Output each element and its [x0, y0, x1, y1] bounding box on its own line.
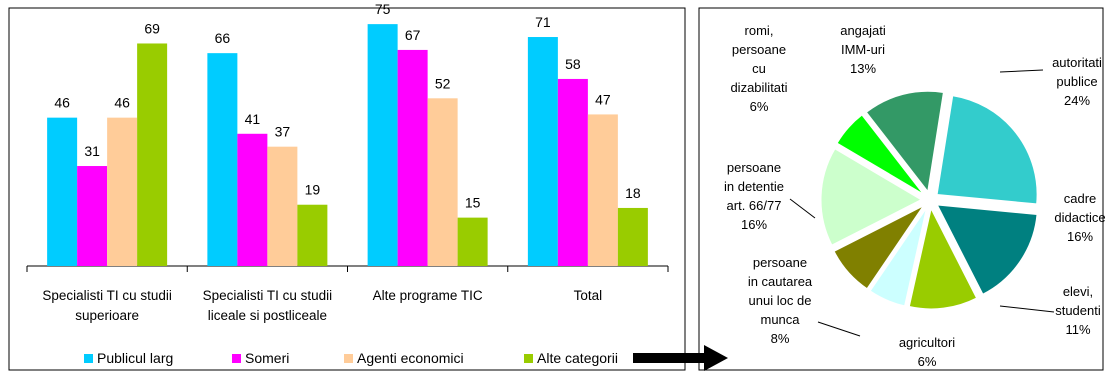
pie-leader-line	[789, 198, 816, 219]
pie-slice	[836, 114, 924, 195]
pie-percent-label: 16%	[741, 217, 767, 232]
pie-category-label: cu	[752, 61, 766, 76]
x-tick-label: liceale si postliceale	[208, 308, 327, 323]
legend-swatch	[232, 354, 241, 363]
pie-percent-label: 24%	[1064, 93, 1090, 108]
pie-category-label: persoane	[732, 42, 786, 57]
bar	[457, 217, 488, 266]
pie-percent-label: 11%	[1065, 322, 1090, 337]
pie-category-label: munca	[760, 312, 800, 327]
bar	[47, 117, 78, 267]
bar	[267, 146, 298, 266]
bar	[137, 43, 168, 266]
pie-category-label: art. 66/77	[727, 198, 782, 213]
pie-category-label: dizabilitati	[730, 80, 787, 95]
pie-percent-label: 13%	[850, 61, 876, 76]
arrow-icon	[633, 345, 728, 371]
legend-label: Someri	[245, 350, 289, 366]
pie-chart	[820, 90, 1038, 310]
pie-category-label: angajati	[840, 23, 886, 38]
bar-value-label: 75	[375, 1, 391, 17]
x-tick-label: Total	[574, 288, 603, 303]
bar	[617, 207, 648, 266]
pie-leader-line	[999, 69, 1044, 73]
legend-label: Agenti economici	[357, 350, 464, 366]
pie-category-label: cadre	[1064, 191, 1097, 206]
pie-percent-label: 8%	[771, 331, 790, 346]
bar-value-label: 58	[565, 56, 581, 72]
pie-percent-label: 16%	[1067, 229, 1093, 244]
bar-value-label: 47	[595, 91, 611, 107]
bar-chart: 46 31 46 69 Specialisti TI cu studii superioa…	[26, 1, 669, 323]
pie-leader-line	[817, 321, 861, 337]
legend-swatch	[84, 354, 93, 363]
bar	[237, 133, 268, 266]
legend-swatch	[344, 354, 353, 363]
pie-slice	[869, 207, 927, 307]
legend: Publicul larg Someri Agenti economici Alte …	[84, 350, 618, 366]
bar-value-label: 46	[114, 95, 130, 111]
bar-value-label: 15	[465, 195, 481, 211]
pie-category-label: didactice	[1054, 210, 1105, 225]
bar	[427, 98, 458, 266]
bar-value-label: 41	[245, 111, 261, 127]
x-tick-label: Specialisti TI cu studii	[203, 288, 333, 303]
pie-labels: autoritati publice 24% cadre didactice 16% ele…	[724, 23, 1106, 369]
legend-swatch	[524, 354, 533, 363]
bar	[77, 166, 108, 266]
pie-category-label: unui loc de	[749, 293, 812, 308]
bar-value-label: 67	[405, 27, 421, 43]
bar-value-label: 31	[84, 143, 100, 159]
pie-category-label: in cautarea	[748, 274, 813, 289]
pie-category-label: publice	[1056, 74, 1097, 89]
pie-category-label: elevi,	[1063, 284, 1093, 299]
pie-category-label: romi,	[745, 23, 774, 38]
bar-value-label: 52	[435, 75, 451, 91]
bar	[207, 53, 238, 267]
pie-leader-line	[999, 305, 1055, 313]
pie-category-label: persoane	[753, 255, 807, 270]
bar-value-label: 69	[144, 20, 160, 36]
pie-slice	[936, 95, 1038, 205]
pie-category-label: autoritati	[1052, 55, 1102, 70]
bar	[587, 114, 618, 266]
bar-chart-frame	[8, 7, 686, 371]
bar-value-label: 46	[54, 95, 70, 111]
pie-slice	[833, 205, 924, 290]
pie-category-label: persoane	[727, 160, 781, 175]
legend-label: Publicul larg	[97, 350, 173, 366]
pie-category-label: agricultori	[899, 335, 955, 350]
bar-value-label: 18	[625, 185, 641, 201]
bar	[107, 117, 138, 267]
bar-value-label: 71	[535, 14, 551, 30]
pie-slice	[865, 90, 944, 193]
legend-label: Alte categorii	[537, 350, 618, 366]
pie-category-label: IMM-uri	[841, 42, 885, 57]
bar	[557, 78, 588, 266]
pie-slice	[908, 207, 978, 310]
pie-chart-frame	[698, 7, 1104, 371]
x-tick-label: superioare	[75, 308, 139, 323]
bar-value-label: 37	[275, 124, 291, 140]
bar	[367, 24, 398, 266]
x-tick-label: Alte programe TIC	[373, 288, 483, 303]
pie-percent-label: 6%	[918, 354, 937, 369]
pie-slice	[936, 204, 1038, 295]
pie-percent-label: 6%	[750, 99, 769, 114]
bar	[397, 49, 428, 266]
bar	[527, 37, 558, 267]
bar-value-label: 66	[215, 30, 231, 46]
pie-category-label: studenti	[1055, 303, 1101, 318]
bar	[297, 204, 328, 266]
bar-value-label: 19	[305, 182, 321, 198]
pie-slice	[820, 148, 923, 246]
pie-category-label: in detentie	[724, 179, 784, 194]
x-tick-label: Specialisti TI cu studii	[42, 288, 172, 303]
